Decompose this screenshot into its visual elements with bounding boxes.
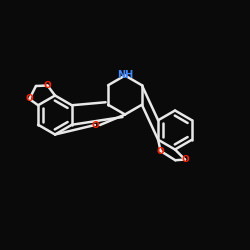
Text: O: O (26, 94, 33, 104)
Text: O: O (181, 155, 189, 164)
Text: O: O (91, 120, 99, 130)
Text: O: O (44, 81, 52, 90)
Text: O: O (157, 146, 164, 156)
Text: NH: NH (117, 70, 133, 81)
